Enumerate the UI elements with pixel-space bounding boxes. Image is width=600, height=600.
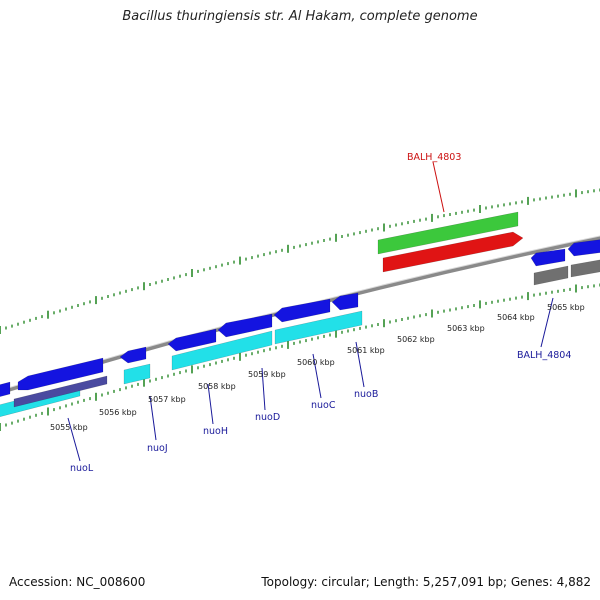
scale-label-5058: 5058 kbp <box>198 382 236 391</box>
feature-nuoJ[interactable] <box>119 346 147 364</box>
feature-nuoB[interactable] <box>331 292 359 311</box>
scale-label-5057: 5057 kbp <box>148 395 186 404</box>
feature-BALH_4804[interactable] <box>530 248 566 267</box>
feature-cyan-small[interactable] <box>123 363 151 385</box>
leader-nuoL <box>67 417 81 462</box>
feature-blue-right-stub[interactable] <box>567 239 600 257</box>
scale-label-5061: 5061 kbp <box>347 346 385 355</box>
leader-nuoH <box>207 383 214 425</box>
leader-nuoC <box>312 353 322 399</box>
leader-nuoB <box>355 341 365 388</box>
gene-label-nuoB[interactable]: nuoB <box>354 389 378 400</box>
feature-blue-left-stub[interactable] <box>0 381 11 398</box>
feature-nuoL[interactable] <box>17 357 104 391</box>
feature-red-rna[interactable] <box>382 231 524 273</box>
gene-label-nuoJ[interactable]: nuoJ <box>147 443 168 454</box>
leader-BALH_4803 <box>432 161 445 213</box>
gene-label-BALH_4803[interactable]: BALH_4803 <box>407 152 461 163</box>
scale-labels: 5055 kbp 5056 kbp 5057 kbp 5058 kbp 5059… <box>50 303 585 432</box>
genome-summary-text: Topology: circular; Length: 5,257,091 bp… <box>261 575 591 589</box>
gene-label-nuoC[interactable]: nuoC <box>311 400 336 411</box>
scale-label-5065: 5065 kbp <box>547 303 585 312</box>
leader-nuoD <box>261 367 266 411</box>
feature-grey-2[interactable] <box>570 259 600 278</box>
label-leader-lines <box>67 161 554 462</box>
feature-nuoC-nuoB-cyan[interactable] <box>274 310 363 345</box>
scale-label-5062: 5062 kbp <box>397 335 435 344</box>
leader-BALH_4804 <box>540 297 554 348</box>
leader-nuoJ <box>149 395 157 441</box>
feature-nuoC[interactable] <box>273 298 331 323</box>
feature-BALH_4803[interactable] <box>377 211 519 255</box>
gene-labels: nuoL nuoJ nuoH nuoD nuoC nuoB BALH_4804 … <box>70 152 571 474</box>
accession-text: Accession: NC_008600 <box>9 575 146 589</box>
feature-track <box>0 211 600 417</box>
outer-tick-ring <box>0 188 600 334</box>
scale-label-5056: 5056 kbp <box>99 408 137 417</box>
gene-label-BALH_4804[interactable]: BALH_4804 <box>517 350 571 361</box>
scale-label-5059: 5059 kbp <box>248 370 286 379</box>
inner-tick-ring <box>0 283 600 431</box>
scale-label-5063: 5063 kbp <box>447 324 485 333</box>
gene-label-nuoH[interactable]: nuoH <box>203 426 228 437</box>
feature-grey-1[interactable] <box>533 265 569 286</box>
feature-nuoH-nuoD-cyan[interactable] <box>171 330 273 371</box>
gene-label-nuoL[interactable]: nuoL <box>70 463 94 474</box>
map-title: Bacillus thuringiensis str. Al Hakam, co… <box>122 9 478 24</box>
feature-nuoH[interactable] <box>167 328 217 352</box>
scale-label-5064: 5064 kbp <box>497 313 535 322</box>
feature-nuoD[interactable] <box>217 313 273 338</box>
scale-label-5055: 5055 kbp <box>50 423 88 432</box>
scale-label-5060: 5060 kbp <box>297 358 335 367</box>
feature-dark-blue[interactable] <box>13 375 108 408</box>
gene-label-nuoD[interactable]: nuoD <box>255 412 280 423</box>
